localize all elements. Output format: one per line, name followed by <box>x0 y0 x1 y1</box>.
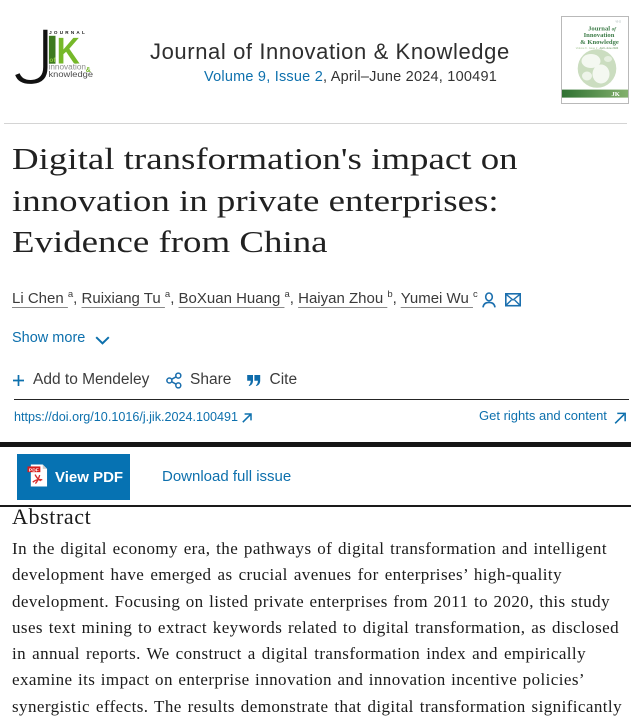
svg-text:of: of <box>49 57 56 64</box>
svg-text:& Knowledge: & Knowledge <box>580 38 619 45</box>
svg-text:innovation: innovation <box>49 63 87 72</box>
svg-text:&: & <box>86 67 91 74</box>
svg-text:Volume 9 · Issue 2 · April–Jun: Volume 9 · Issue 2 · April–June 2024 <box>575 46 618 50</box>
svg-text:K: K <box>57 30 80 72</box>
svg-text:knowledge: knowledge <box>49 70 94 79</box>
svg-text:Innovation: Innovation <box>583 32 614 39</box>
svg-text:PDF: PDF <box>29 467 39 473</box>
svg-text:JK: JK <box>611 91 619 98</box>
svg-text:V9 I2: V9 I2 <box>615 21 621 23</box>
svg-text:JOURNAL: JOURNAL <box>49 30 87 35</box>
svg-text:Journal of: Journal of <box>588 25 617 32</box>
